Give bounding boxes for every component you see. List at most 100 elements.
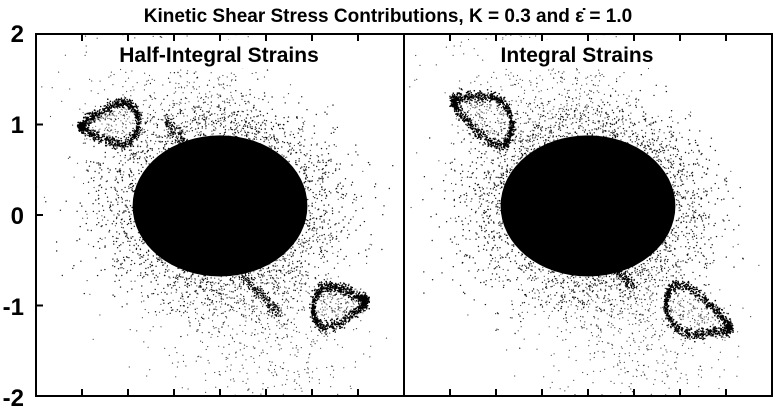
data-point xyxy=(218,94,220,96)
data-point xyxy=(262,305,264,308)
data-point xyxy=(229,252,231,254)
data-point xyxy=(298,171,301,173)
data-point xyxy=(224,303,226,305)
data-point xyxy=(252,192,255,194)
data-point xyxy=(181,153,183,155)
data-point xyxy=(259,276,261,279)
data-point xyxy=(326,260,329,262)
data-point xyxy=(246,345,248,348)
data-point xyxy=(278,282,280,284)
data-point xyxy=(105,139,108,141)
data-point xyxy=(214,129,216,131)
data-point xyxy=(279,205,281,208)
data-point xyxy=(197,257,199,259)
data-point xyxy=(241,230,243,232)
data-point xyxy=(268,282,270,284)
data-point xyxy=(193,81,195,83)
data-point xyxy=(301,300,303,302)
data-point xyxy=(240,129,243,131)
data-point xyxy=(124,139,127,141)
data-point xyxy=(210,281,212,284)
data-point xyxy=(305,274,307,276)
data-point xyxy=(232,255,234,257)
data-point xyxy=(245,94,247,96)
data-point xyxy=(188,212,190,214)
data-point xyxy=(250,260,252,262)
data-point xyxy=(268,226,270,228)
data-point xyxy=(208,79,210,81)
data-point xyxy=(137,253,139,255)
data-point xyxy=(166,155,168,157)
data-point xyxy=(287,120,289,123)
data-point xyxy=(263,181,265,183)
data-point xyxy=(337,191,339,194)
data-point xyxy=(303,237,306,240)
data-point xyxy=(126,113,128,116)
data-point xyxy=(79,225,81,228)
data-point xyxy=(178,249,180,251)
data-point xyxy=(270,346,272,348)
data-point xyxy=(117,131,119,133)
data-point xyxy=(86,213,88,215)
data-point xyxy=(164,117,166,119)
data-point xyxy=(286,305,288,307)
data-point xyxy=(224,302,227,304)
data-point xyxy=(64,54,66,56)
data-point xyxy=(270,166,272,168)
data-point xyxy=(289,145,291,147)
data-point xyxy=(263,140,265,143)
data-point xyxy=(290,131,292,133)
data-point xyxy=(95,138,98,140)
data-point xyxy=(184,181,186,183)
data-point xyxy=(171,309,173,312)
data-point xyxy=(196,167,198,169)
data-point xyxy=(109,144,111,147)
data-point xyxy=(326,339,328,341)
data-point xyxy=(214,170,216,172)
data-point xyxy=(198,86,200,88)
data-point xyxy=(224,167,227,169)
data-point xyxy=(212,203,214,205)
data-point xyxy=(219,374,221,376)
data-point xyxy=(216,201,218,203)
data-point xyxy=(216,240,218,242)
data-point xyxy=(276,257,278,259)
data-point xyxy=(197,220,199,222)
data-point xyxy=(228,186,230,188)
data-point xyxy=(321,333,323,335)
data-point xyxy=(186,302,189,304)
data-point xyxy=(171,160,173,162)
data-point xyxy=(124,143,127,146)
data-point xyxy=(115,144,117,146)
data-point xyxy=(296,355,298,358)
data-point xyxy=(85,120,87,123)
data-point xyxy=(293,144,295,147)
data-point xyxy=(313,234,315,236)
data-point xyxy=(97,137,100,139)
data-point xyxy=(258,294,260,296)
data-point xyxy=(147,149,149,152)
data-point xyxy=(129,154,131,156)
data-point xyxy=(143,215,145,217)
data-point xyxy=(201,166,204,168)
data-point xyxy=(328,145,330,147)
data-point xyxy=(220,234,222,236)
data-point xyxy=(211,120,213,122)
data-point xyxy=(179,251,181,254)
data-point xyxy=(246,372,248,374)
data-point xyxy=(95,125,97,127)
data-point xyxy=(116,107,119,109)
data-point xyxy=(340,231,342,233)
data-point xyxy=(319,235,321,237)
data-point xyxy=(115,135,117,138)
data-point xyxy=(135,117,138,120)
data-point xyxy=(308,210,310,212)
data-point xyxy=(288,287,290,289)
data-point xyxy=(337,276,339,278)
data-point xyxy=(241,98,243,100)
data-point xyxy=(312,339,314,341)
data-point xyxy=(231,247,233,249)
data-point xyxy=(178,230,180,232)
data-point xyxy=(197,149,200,151)
data-point xyxy=(200,193,202,195)
